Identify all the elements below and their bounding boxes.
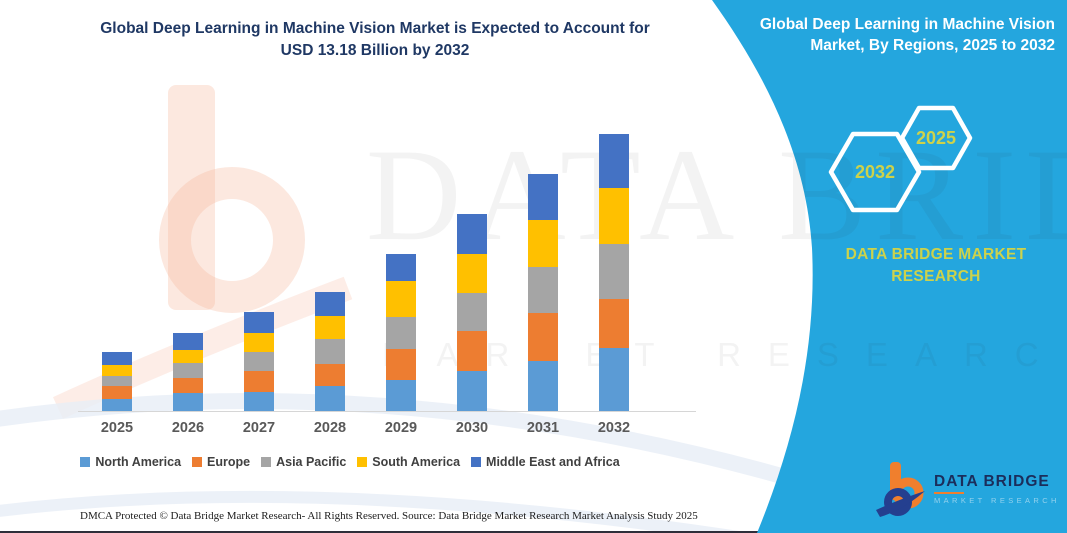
segment-north-america-2029 (386, 379, 416, 411)
segment-middle-east-and-africa-2032 (599, 134, 629, 188)
segment-north-america-2030 (457, 371, 487, 411)
segment-south-america-2026 (173, 350, 203, 363)
bar-2025 (102, 351, 132, 411)
bottom-border-line (0, 531, 1067, 533)
segment-middle-east-and-africa-2026 (173, 332, 203, 351)
footer-dmca-text: DMCA Protected © Data Bridge Market Rese… (80, 510, 400, 522)
legend-item-south-america: South America (357, 455, 460, 469)
bar-2031 (528, 173, 558, 411)
x-tick-2026: 2026 (171, 420, 205, 436)
bar-2028 (315, 292, 345, 411)
segment-north-america-2025 (102, 399, 132, 411)
company-logo: DATA BRIDGE MARKET RESEARCH (876, 460, 1060, 518)
hexagon-badges: 2032 2025 (828, 105, 973, 213)
segment-europe-2027 (244, 370, 274, 393)
segment-south-america-2032 (599, 187, 629, 245)
x-tick-2029: 2029 (384, 420, 418, 436)
segment-middle-east-and-africa-2030 (457, 213, 487, 254)
segment-north-america-2032 (599, 347, 629, 411)
legend-item-asia-pacific: Asia Pacific (261, 455, 346, 469)
segment-middle-east-and-africa-2025 (102, 351, 132, 366)
legend-label-middle-east-and-africa: Middle East and Africa (486, 455, 620, 469)
logo-sub: MARKET RESEARCH (934, 496, 1060, 505)
legend-swatch-south-america (357, 457, 368, 467)
legend-label-north-america: North America (95, 455, 182, 469)
logo-name: DATA BRIDGE (934, 473, 1050, 490)
x-tick-2027: 2027 (242, 420, 276, 436)
segment-north-america-2028 (315, 386, 345, 411)
segment-north-america-2031 (528, 361, 558, 411)
legend-swatch-europe (192, 457, 203, 467)
bar-2030 (457, 213, 487, 411)
legend-swatch-north-america (80, 457, 91, 467)
panel-brand-text: DATA BRIDGE MARKET RESEARCH (845, 246, 1027, 285)
x-tick-2031: 2031 (526, 420, 560, 436)
segment-south-america-2027 (244, 333, 274, 353)
bar-2026 (173, 332, 203, 411)
logo-text-block: DATA BRIDGE MARKET RESEARCH (934, 473, 1060, 505)
side-panel-title: Global Deep Learning in Machine Vision M… (759, 16, 1055, 54)
segment-south-america-2025 (102, 365, 132, 376)
bar-chart: 2025 2026 2027 2028 2029 2030 2031 2032 (78, 120, 696, 436)
x-tick-2032: 2032 (597, 420, 631, 436)
legend-swatch-asia-pacific (261, 457, 272, 467)
segment-south-america-2030 (457, 253, 487, 293)
x-tick-2028: 2028 (313, 420, 347, 436)
legend-label-europe: Europe (207, 455, 251, 469)
segment-north-america-2027 (244, 392, 274, 411)
legend: North America Europe Asia Pacific South Ame… (30, 455, 670, 469)
chart-title: Global Deep Learning in Machine Vision M… (55, 18, 695, 62)
segment-asia-pacific-2026 (173, 362, 203, 378)
segment-europe-2025 (102, 386, 132, 400)
segment-south-america-2031 (528, 220, 558, 267)
segment-asia-pacific-2032 (599, 244, 629, 300)
segment-asia-pacific-2031 (528, 266, 558, 313)
legend-item-europe: Europe (192, 455, 250, 469)
x-axis-line (78, 411, 696, 412)
data-bridge-logo-icon (876, 462, 925, 517)
hexagon-2032-label: 2032 (855, 162, 895, 182)
segment-south-america-2029 (386, 281, 416, 317)
logo-divider (934, 492, 964, 494)
segment-asia-pacific-2027 (244, 352, 274, 371)
segment-north-america-2026 (173, 392, 203, 411)
segment-south-america-2028 (315, 316, 345, 339)
segment-asia-pacific-2028 (315, 338, 345, 364)
segment-middle-east-and-africa-2028 (315, 292, 345, 317)
segment-middle-east-and-africa-2027 (244, 311, 274, 334)
hexagon-2025-label: 2025 (916, 128, 956, 148)
bar-2032 (599, 134, 629, 411)
legend-label-asia-pacific: Asia Pacific (276, 455, 347, 469)
segment-asia-pacific-2030 (457, 292, 487, 332)
legend-item-north-america: North America (80, 455, 181, 469)
chart-title-line1: Global Deep Learning in Machine Vision M… (100, 20, 650, 37)
chart-title-line2: USD 13.18 Billion by 2032 (280, 42, 470, 59)
segment-europe-2026 (173, 377, 203, 393)
legend-swatch-middle-east-and-africa (471, 457, 482, 467)
segment-middle-east-and-africa-2029 (386, 253, 416, 282)
bar-2027 (244, 311, 274, 411)
segment-europe-2030 (457, 331, 487, 372)
x-tick-2025: 2025 (100, 420, 134, 436)
segment-europe-2032 (599, 299, 629, 348)
hexagon-2025: 2025 (899, 105, 973, 171)
segment-asia-pacific-2029 (386, 316, 416, 349)
legend-label-south-america: South America (372, 455, 461, 469)
segment-europe-2031 (528, 312, 558, 362)
segment-europe-2029 (386, 348, 416, 380)
bar-2029 (386, 253, 416, 411)
segment-europe-2028 (315, 363, 345, 387)
hexagon-2032: 2032 (828, 131, 922, 213)
legend-item-middle-east-and-africa: Middle East and Africa (471, 455, 620, 469)
segment-asia-pacific-2025 (102, 375, 132, 387)
footer-source-text: Source: Data Bridge Market Research Mark… (402, 510, 698, 522)
x-tick-2030: 2030 (455, 420, 489, 436)
segment-middle-east-and-africa-2031 (528, 173, 558, 221)
